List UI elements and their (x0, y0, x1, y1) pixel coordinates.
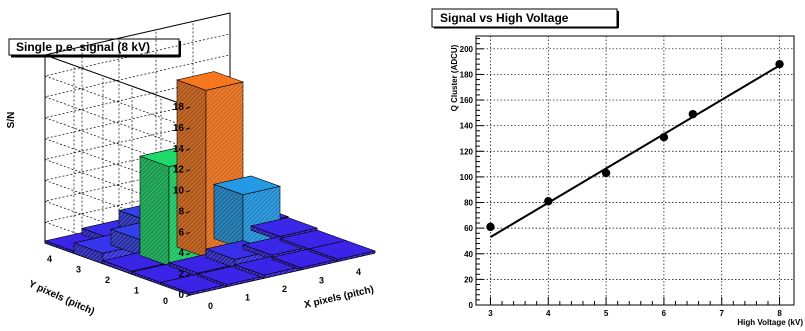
bar-side-hatch (214, 184, 243, 249)
z-axis-title: S/N (6, 112, 17, 129)
bar-side-hatch (177, 79, 206, 258)
bar-side-hatch (280, 238, 309, 251)
bar-side-hatch (272, 257, 301, 270)
z-tick-label: 14 (173, 144, 185, 155)
x-tick-label: 1 (245, 292, 250, 302)
z-tick-label: 0 (178, 290, 184, 301)
z-gridline (43, 33, 231, 129)
bar-side-hatch (74, 243, 103, 264)
lego-bars (43, 71, 377, 296)
lego-bar (212, 175, 282, 250)
lego-bar (307, 240, 377, 262)
x-tick-label: 0 (208, 301, 213, 311)
bar-side-hatch (243, 244, 272, 260)
z-tick-label: 18 (173, 102, 185, 113)
z-tick (185, 210, 191, 214)
bar-front-hatch (227, 276, 264, 287)
bar-top-face (175, 71, 245, 91)
z-tick (185, 106, 191, 109)
bar-side-hatch (111, 229, 140, 256)
bar-side-hatch (140, 156, 169, 266)
z-tick (185, 294, 191, 297)
x-tick-label: 2 (282, 284, 287, 294)
y-tick-label: 1 (134, 285, 139, 295)
z-gridline (43, 96, 231, 191)
bar-side-hatch (132, 272, 161, 285)
z-tick (185, 273, 191, 277)
z-gridline (43, 75, 231, 171)
z-tick (185, 190, 191, 193)
z-tick (185, 127, 191, 130)
z-tick-label: 16 (173, 123, 185, 134)
z-tick (185, 231, 191, 235)
z-tick-label: 10 (173, 186, 185, 197)
bar-front-hatch (190, 284, 227, 295)
bar-front-hatch (264, 266, 301, 279)
bar-top-face (249, 217, 319, 237)
x-tick-label: 3 (319, 276, 324, 286)
bar-side-hatch (235, 264, 264, 279)
bar-side-hatch (309, 248, 338, 262)
z-gridline (43, 12, 231, 108)
y-axis-title: Y pixels (pitch) (27, 279, 96, 318)
z-tick-label: 6 (178, 227, 184, 238)
bar-top-face (212, 175, 282, 196)
bar-side-hatch (169, 262, 198, 277)
bar-top-face (307, 240, 377, 260)
bar-front-hatch (338, 250, 375, 262)
z-gridline (43, 54, 231, 150)
bar-side-hatch (251, 226, 280, 241)
left-chart-title: Single p.e. signal (8 kV) (16, 40, 150, 54)
z-tick-label: 12 (173, 165, 185, 176)
bar-side-hatch (103, 260, 132, 275)
bar-side-hatch (45, 240, 74, 254)
z-tick-label: 4 (178, 248, 184, 259)
y-tick-label: 2 (105, 275, 110, 285)
bar-side-hatch (161, 282, 190, 295)
x-axis-title: X pixels (pitch) (303, 284, 375, 311)
bar-side-hatch (206, 249, 235, 268)
z-tick (185, 252, 191, 256)
z-tick-label: 2 (178, 269, 184, 280)
bar-side-hatch (198, 274, 227, 287)
z-tick (185, 148, 191, 151)
z-gridline (43, 117, 231, 212)
z-tick (185, 169, 191, 172)
y-tick-label: 0 (163, 296, 168, 306)
y-tick-label: 4 (47, 254, 52, 264)
z-tick-label: 8 (178, 206, 184, 217)
y-tick-label: 3 (76, 265, 81, 275)
bar-front-hatch (301, 259, 338, 270)
x-tick-label: 4 (356, 267, 361, 277)
